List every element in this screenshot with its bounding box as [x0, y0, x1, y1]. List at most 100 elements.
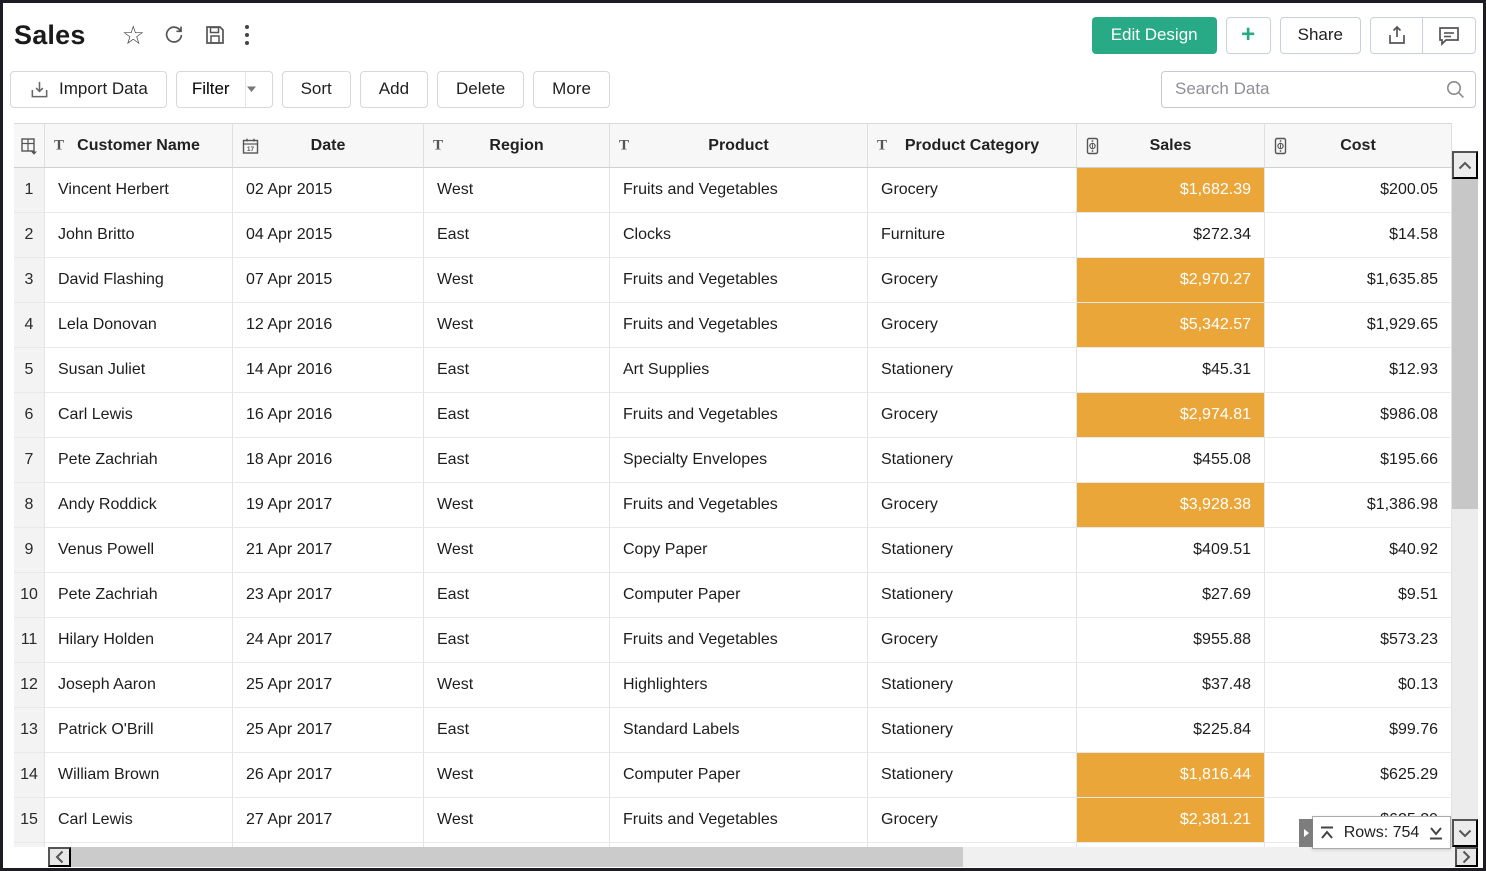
cell-date[interactable]: 12 Apr 2016 [233, 303, 424, 348]
cell-product-category[interactable]: Stationery [868, 573, 1077, 618]
cell-product-category[interactable]: Stationery [868, 438, 1077, 483]
cell-customer-name[interactable]: Venus Powell [45, 528, 233, 573]
row-number[interactable]: 15 [14, 798, 45, 843]
comment-icon[interactable] [1423, 16, 1476, 54]
cell-product-category[interactable]: Stationery [868, 708, 1077, 753]
cell-product[interactable]: Fruits and Vegetables [610, 393, 868, 438]
cell-customer-name[interactable]: Carl Lewis [45, 798, 233, 843]
cell-customer-name[interactable]: Vincent Herbert [45, 168, 233, 213]
column-header-sales[interactable]: Sales [1077, 124, 1265, 168]
cell-region[interactable]: West [424, 258, 610, 303]
cell-customer-name[interactable]: David Flashing [45, 258, 233, 303]
cell-date[interactable]: 23 Apr 2017 [233, 573, 424, 618]
cell-date[interactable]: 14 Apr 2016 [233, 348, 424, 393]
cell-region[interactable]: West [424, 798, 610, 843]
go-to-top-icon[interactable] [1318, 825, 1336, 841]
cell-region[interactable]: West [424, 753, 610, 798]
cell-product-category[interactable]: Stationery [868, 528, 1077, 573]
cell-product[interactable]: Specialty Envelopes [610, 438, 868, 483]
search-input[interactable] [1161, 70, 1476, 108]
column-header-date[interactable]: 17 Date [233, 124, 424, 168]
cell-sales[interactable]: $409.51 [1077, 528, 1265, 573]
cell-region[interactable]: West [424, 303, 610, 348]
row-number[interactable]: 11 [14, 618, 45, 663]
cell-sales[interactable]: $955.88 [1077, 618, 1265, 663]
save-icon[interactable] [203, 23, 227, 47]
sort-button[interactable]: Sort [281, 70, 351, 108]
cell-customer-name[interactable]: Pete Zachriah [45, 438, 233, 483]
cell-product[interactable]: Computer Paper [610, 573, 868, 618]
cell-cost[interactable]: $14.58 [1265, 213, 1452, 258]
cell-region[interactable]: East [424, 393, 610, 438]
cell-product[interactable]: Copy Paper [610, 528, 868, 573]
row-number[interactable]: 14 [14, 753, 45, 798]
cell-region[interactable]: West [424, 663, 610, 708]
cell-cost[interactable]: $9.51 [1265, 573, 1452, 618]
cell-product-category[interactable]: Grocery [868, 483, 1077, 528]
cell-date[interactable]: 25 Apr 2017 [233, 708, 424, 753]
vertical-scroll-track[interactable] [1452, 179, 1478, 819]
cell-product-category[interactable]: Grocery [868, 258, 1077, 303]
cell-customer-name[interactable]: Joseph Aaron [45, 663, 233, 708]
cell-customer-name[interactable]: Pete Zachriah [45, 573, 233, 618]
cell-cost[interactable]: $1,929.65 [1265, 303, 1452, 348]
cell-product-category[interactable]: Stationery [868, 663, 1077, 708]
share-button[interactable]: Share [1279, 16, 1361, 54]
row-number[interactable]: 5 [14, 348, 45, 393]
cell-region[interactable]: West [424, 483, 610, 528]
rows-popup-collapse-tab[interactable] [1299, 819, 1313, 847]
column-header-product[interactable]: T Product [610, 124, 868, 168]
cell-customer-name[interactable]: Carl Lewis [45, 393, 233, 438]
row-number[interactable]: 8 [14, 483, 45, 528]
filter-button[interactable]: Filter [176, 71, 245, 107]
cell-region[interactable]: West [424, 528, 610, 573]
import-data-button[interactable]: Import Data [10, 70, 167, 108]
cell-date[interactable]: 25 Apr 2017 [233, 663, 424, 708]
cell-product-category[interactable]: Grocery [868, 168, 1077, 213]
refresh-icon[interactable] [162, 23, 186, 47]
cell-date[interactable]: 04 Apr 2015 [233, 213, 424, 258]
edit-design-button[interactable]: Edit Design [1091, 16, 1217, 54]
cell-customer-name[interactable]: Hilary Holden [45, 618, 233, 663]
more-options-kebab-icon[interactable] [244, 23, 250, 47]
cell-product-category[interactable]: Stationery [868, 753, 1077, 798]
cell-product[interactable]: Fruits and Vegetables [610, 168, 868, 213]
column-header-customer-name[interactable]: T Customer Name [45, 124, 233, 168]
scroll-up-button[interactable] [1452, 151, 1478, 179]
filter-dropdown-caret[interactable] [244, 71, 272, 107]
column-header-region[interactable]: T Region [424, 124, 610, 168]
cell-region[interactable]: East [424, 438, 610, 483]
cell-region[interactable]: East [424, 573, 610, 618]
cell-product-category[interactable]: Grocery [868, 798, 1077, 843]
row-number[interactable]: 7 [14, 438, 45, 483]
cell-cost[interactable]: $625.29 [1265, 753, 1452, 798]
go-to-bottom-icon[interactable] [1427, 825, 1445, 841]
cell-customer-name[interactable]: Lela Donovan [45, 303, 233, 348]
cell-product[interactable]: Fruits and Vegetables [610, 258, 868, 303]
cell-region[interactable]: East [424, 618, 610, 663]
cell-date[interactable]: 18 Apr 2016 [233, 438, 424, 483]
cell-customer-name[interactable]: Patrick O'Brill [45, 708, 233, 753]
cell-cost[interactable]: $0.13 [1265, 663, 1452, 708]
cell-date[interactable]: 24 Apr 2017 [233, 618, 424, 663]
add-new-button[interactable]: + [1225, 16, 1271, 54]
cell-product-category[interactable]: Grocery [868, 303, 1077, 348]
row-number[interactable]: 10 [14, 573, 45, 618]
cell-product-category[interactable]: Furniture [868, 213, 1077, 258]
cell-region[interactable]: East [424, 213, 610, 258]
cell-customer-name[interactable]: Andy Roddick [45, 483, 233, 528]
row-number[interactable]: 4 [14, 303, 45, 348]
cell-cost[interactable]: $986.08 [1265, 393, 1452, 438]
cell-product[interactable]: Art Supplies [610, 348, 868, 393]
cell-cost[interactable]: $195.66 [1265, 438, 1452, 483]
row-number[interactable]: 13 [14, 708, 45, 753]
cell-customer-name[interactable]: Susan Juliet [45, 348, 233, 393]
cell-product[interactable]: Fruits and Vegetables [610, 618, 868, 663]
cell-sales[interactable]: $37.48 [1077, 663, 1265, 708]
add-button[interactable]: Add [359, 70, 429, 108]
cell-cost[interactable]: $40.92 [1265, 528, 1452, 573]
cell-customer-name[interactable]: John Britto [45, 213, 233, 258]
more-button[interactable]: More [533, 70, 610, 108]
row-number[interactable]: 3 [14, 258, 45, 303]
column-header-product-category[interactable]: T Product Category [868, 124, 1077, 168]
